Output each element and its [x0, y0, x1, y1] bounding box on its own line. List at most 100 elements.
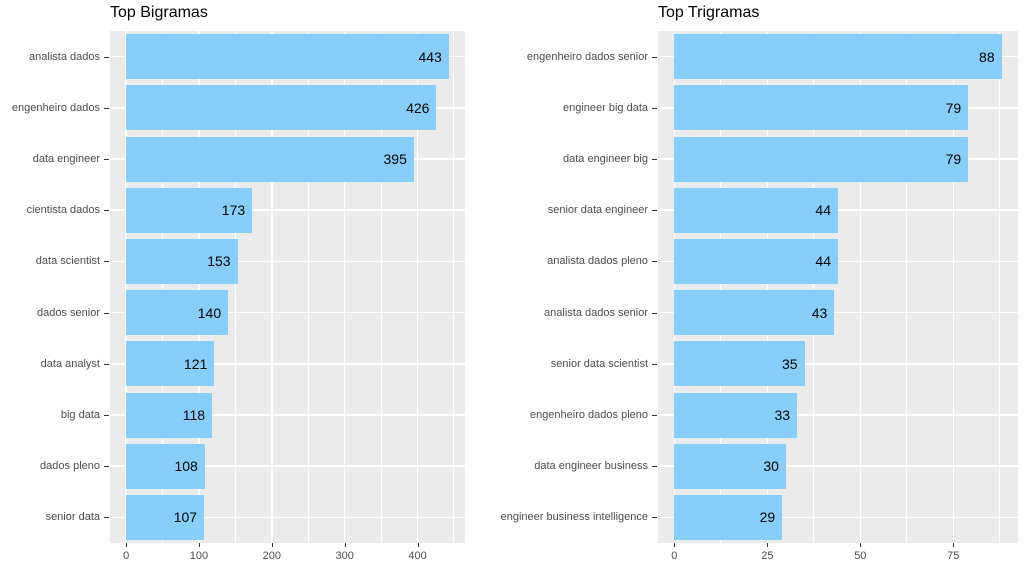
y-axis-tick	[652, 312, 657, 314]
bar-value-label: 173	[221, 202, 246, 219]
y-axis-tick	[652, 159, 657, 160]
bar: 118	[126, 392, 213, 438]
minor-gridline	[720, 31, 722, 543]
y-axis-label: senior data	[45, 511, 100, 524]
bar-value-label: 395	[383, 151, 407, 167]
bar: 30	[674, 443, 786, 489]
y-axis-tick	[104, 363, 109, 365]
x-axis-tick-label: 0	[671, 550, 678, 562]
y-axis-label: data analyst	[40, 357, 100, 370]
minor-gridline	[380, 31, 382, 543]
x-axis-tick-label: 400	[408, 550, 427, 562]
row-gridline	[658, 516, 1018, 519]
major-gridline	[859, 31, 862, 543]
y-axis-tick	[652, 56, 657, 58]
y-axis-tick	[104, 107, 109, 109]
bar-value-label: 108	[174, 458, 198, 475]
major-gridline	[343, 31, 346, 543]
y-axis-label: senior data engineer	[547, 204, 648, 217]
y-axis-label: big data	[60, 409, 100, 421]
y-axis-tick	[652, 415, 657, 416]
minor-gridline	[453, 31, 455, 543]
x-axis-tick-label: 200	[262, 550, 281, 562]
bar-value-label: 33	[774, 407, 791, 423]
x-axis-tick-label: 0	[123, 550, 130, 562]
x-axis-tick	[271, 543, 273, 547]
bar-value-label: 107	[173, 509, 198, 526]
bar: 443	[126, 34, 449, 80]
row-gridline	[110, 465, 465, 467]
bar-value-label: 29	[759, 509, 776, 526]
row-gridline	[110, 516, 465, 519]
y-axis-label: data engineer big	[562, 153, 648, 165]
y-axis-label: senior data scientist	[550, 357, 648, 370]
row-gridline	[658, 209, 1018, 211]
y-axis-tick	[104, 415, 109, 416]
bar: 44	[674, 187, 838, 233]
x-axis-tick	[674, 543, 676, 547]
y-axis-label: engenheiro dados pleno	[529, 409, 648, 421]
row-gridline	[110, 414, 465, 416]
y-axis-label: engenheiro dados	[11, 101, 100, 114]
major-gridline	[952, 31, 955, 543]
y-axis-label: analista dados senior	[544, 306, 648, 319]
row-gridline	[110, 363, 465, 365]
bar-value-label: 118	[182, 407, 206, 423]
bar: 153	[126, 238, 238, 284]
minor-gridline	[813, 31, 815, 543]
bar-value-label: 140	[197, 304, 222, 321]
y-axis-tick	[104, 210, 109, 212]
y-axis-tick	[104, 56, 109, 58]
row-gridline	[110, 260, 465, 263]
row-gridline	[658, 465, 1018, 467]
row-gridline	[110, 209, 465, 211]
bar: 88	[674, 34, 1002, 80]
minor-gridline	[307, 31, 309, 543]
bar: 140	[126, 290, 229, 336]
bar: 29	[674, 494, 783, 540]
y-axis-tick	[104, 261, 109, 263]
bar-value-label: 44	[815, 202, 831, 219]
y-axis-label: analista dados	[29, 50, 100, 63]
bar-value-label: 79	[945, 99, 962, 116]
y-axis-label: analista dados pleno	[547, 255, 648, 268]
bar: 79	[674, 85, 969, 131]
y-axis-tick	[652, 466, 657, 468]
y-axis-label: dados pleno	[40, 460, 100, 473]
y-axis-tick	[652, 517, 657, 519]
bar-value-label: 35	[781, 355, 798, 372]
minor-gridline	[906, 31, 908, 543]
bar: 108	[126, 443, 205, 489]
x-axis-tick-label: 300	[335, 550, 354, 562]
bar-value-label: 153	[207, 253, 231, 270]
y-axis-label: engineer big data	[562, 101, 648, 114]
x-axis-tick	[344, 543, 346, 547]
x-axis-tick	[126, 543, 128, 547]
row-gridline	[658, 414, 1018, 416]
major-gridline	[673, 31, 676, 543]
y-axis-tick	[652, 261, 657, 263]
x-axis-tick-label: 75	[947, 550, 960, 562]
row-gridline	[658, 260, 1018, 263]
x-axis-tick	[767, 543, 769, 547]
bar: 79	[674, 136, 969, 182]
y-axis-label: data engineer business	[534, 460, 648, 473]
x-axis-tick	[953, 543, 955, 547]
minor-gridline	[162, 31, 164, 543]
minor-gridline	[999, 31, 1001, 543]
bar: 44	[674, 238, 838, 284]
y-axis-label: engenheiro dados senior	[526, 50, 648, 63]
y-axis-label: data engineer	[32, 153, 100, 165]
x-axis-tick-label: 25	[761, 550, 774, 562]
bar: 43	[674, 290, 835, 336]
chart-title-top-trigramas: Top Trigramas	[658, 4, 760, 21]
bar-value-label: 121	[183, 355, 208, 372]
bar-value-label: 426	[406, 99, 430, 116]
bar-value-label: 443	[418, 48, 442, 65]
row-gridline	[658, 363, 1018, 365]
y-axis-label: data scientist	[35, 255, 100, 268]
major-gridline	[198, 31, 200, 543]
bar: 35	[674, 341, 805, 387]
bar: 395	[126, 136, 414, 182]
bar: 121	[126, 341, 215, 387]
